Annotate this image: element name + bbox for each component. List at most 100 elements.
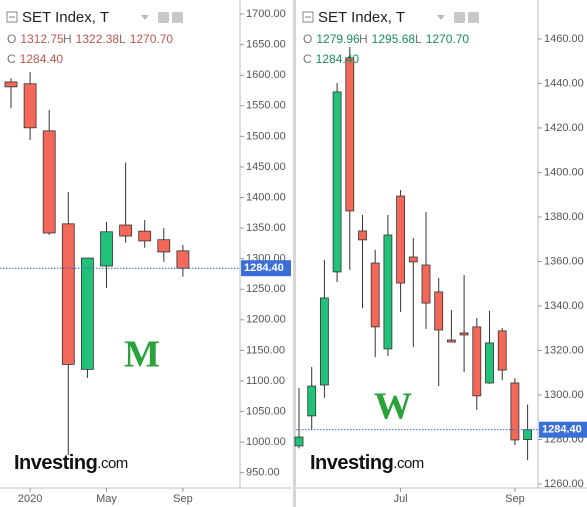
ohlc-legend: O 1312.75 <box>7 32 64 46</box>
ohlc-key: L <box>119 32 126 46</box>
candle-body <box>332 91 342 273</box>
candle-body <box>42 130 56 234</box>
price-label: 1284.40 <box>542 424 582 436</box>
candle-body <box>157 239 171 253</box>
ohlc-key: H <box>63 32 72 46</box>
candle-body <box>138 230 152 242</box>
ohlc-legend: L 1270.70 <box>415 32 469 46</box>
chart-panel: 1260.001280.001300.001320.001340.001360.… <box>294 0 587 505</box>
y-tick-label: 1000.00 <box>246 436 286 448</box>
candle-body <box>319 297 329 386</box>
y-tick-label: 1400.00 <box>246 191 286 203</box>
candle-body <box>358 230 367 241</box>
settings-icon[interactable] <box>158 12 169 23</box>
candle-body <box>307 385 317 417</box>
candle-body <box>61 223 75 365</box>
ohlc-value: 1322.38 <box>76 32 120 46</box>
y-tick-label: 1700.00 <box>246 8 286 20</box>
watermark-brand: Investing <box>14 452 97 474</box>
title-dropdown[interactable] <box>141 15 149 20</box>
ohlc-legend: H 1295.68 <box>359 32 415 46</box>
candle-body <box>119 224 132 237</box>
more-icon[interactable] <box>468 12 479 23</box>
annotation: W <box>374 386 412 428</box>
ohlc-legend: C 1284.40 <box>7 52 63 66</box>
candle-body <box>446 339 456 343</box>
y-tick-label: 1300.00 <box>544 389 584 401</box>
ohlc-value: 1284.40 <box>316 52 360 66</box>
y-tick-label: 1400.00 <box>544 166 584 178</box>
candle-body <box>434 291 444 331</box>
ohlc-legend: O 1279.96 <box>303 32 360 46</box>
price-label-box <box>539 421 587 438</box>
x-tick-label: 2020 <box>18 493 42 505</box>
x-tick-label: Jul <box>394 493 408 505</box>
y-tick-label: 1250.00 <box>246 283 286 295</box>
candle-body <box>510 382 520 441</box>
watermark: Investing.com <box>310 452 424 474</box>
candle-body <box>176 250 190 269</box>
y-tick-label: 1350.00 <box>246 222 286 234</box>
ohlc-value: 1284.40 <box>20 52 64 66</box>
ohlc-legend: L 1270.70 <box>119 32 173 46</box>
x-tick-label: Sep <box>505 493 525 505</box>
chart-title: SET Index, T <box>22 9 109 26</box>
y-tick-label: 1360.00 <box>544 255 584 267</box>
candle-body <box>485 342 494 384</box>
ohlc-value: 1279.96 <box>316 32 360 46</box>
title-dropdown[interactable] <box>437 15 445 20</box>
price-label-box <box>241 260 291 277</box>
more-icon[interactable] <box>172 12 183 23</box>
y-tick-label: 1600.00 <box>246 69 286 81</box>
y-tick-label: 1260.00 <box>544 478 584 490</box>
candle-body <box>408 256 418 263</box>
settings-icon[interactable] <box>454 12 465 23</box>
watermark-brand: Investing <box>310 452 393 474</box>
y-tick-label: 950.00 <box>246 467 280 479</box>
y-tick-label: 1200.00 <box>246 314 286 326</box>
watermark-suffix: .com <box>393 455 424 472</box>
candle-body <box>23 83 37 129</box>
candle-body <box>396 195 405 284</box>
candle-body <box>421 264 431 304</box>
y-tick-label: 1100.00 <box>246 375 285 387</box>
candle-body <box>523 429 533 440</box>
candle-body <box>370 262 380 328</box>
x-tick-label: Sep <box>173 493 193 505</box>
candle-body <box>345 57 355 212</box>
ohlc-value: 1270.70 <box>426 32 470 46</box>
y-tick-label: 1380.00 <box>544 211 584 223</box>
y-tick-label: 1150.00 <box>246 344 285 356</box>
y-tick-label: 1440.00 <box>544 77 584 89</box>
y-tick-label: 1650.00 <box>246 39 286 51</box>
ohlc-value: 1270.70 <box>130 32 174 46</box>
watermark-suffix: .com <box>97 455 128 472</box>
y-tick-label: 1550.00 <box>246 100 286 112</box>
candle-body <box>497 330 507 371</box>
ohlc-value: 1295.68 <box>372 32 416 46</box>
ohlc-legend: H 1322.38 <box>63 32 119 46</box>
y-tick-label: 1320.00 <box>544 344 584 356</box>
ohlc-legend: C 1284.40 <box>303 52 359 66</box>
annotation: M <box>124 334 160 376</box>
collapse-toggle[interactable] <box>302 11 314 23</box>
candle-body <box>459 332 469 336</box>
y-tick-label: 1050.00 <box>246 405 286 417</box>
y-tick-label: 1460.00 <box>544 33 584 45</box>
chart-title: SET Index, T <box>318 9 405 26</box>
price-label: 1284.40 <box>244 262 284 274</box>
x-tick-label: May <box>96 493 117 505</box>
ohlc-key: C <box>303 52 312 66</box>
panel-divider <box>293 0 296 507</box>
y-tick-label: 1500.00 <box>246 130 286 142</box>
candle-body <box>294 436 304 447</box>
y-tick-label: 1340.00 <box>544 300 584 312</box>
candle-body <box>100 231 113 267</box>
candle-body <box>383 234 393 350</box>
y-tick-label: 1450.00 <box>246 161 286 173</box>
collapse-toggle[interactable] <box>6 11 18 23</box>
ohlc-value: 1312.75 <box>20 32 64 46</box>
ohlc-key: C <box>7 52 16 66</box>
